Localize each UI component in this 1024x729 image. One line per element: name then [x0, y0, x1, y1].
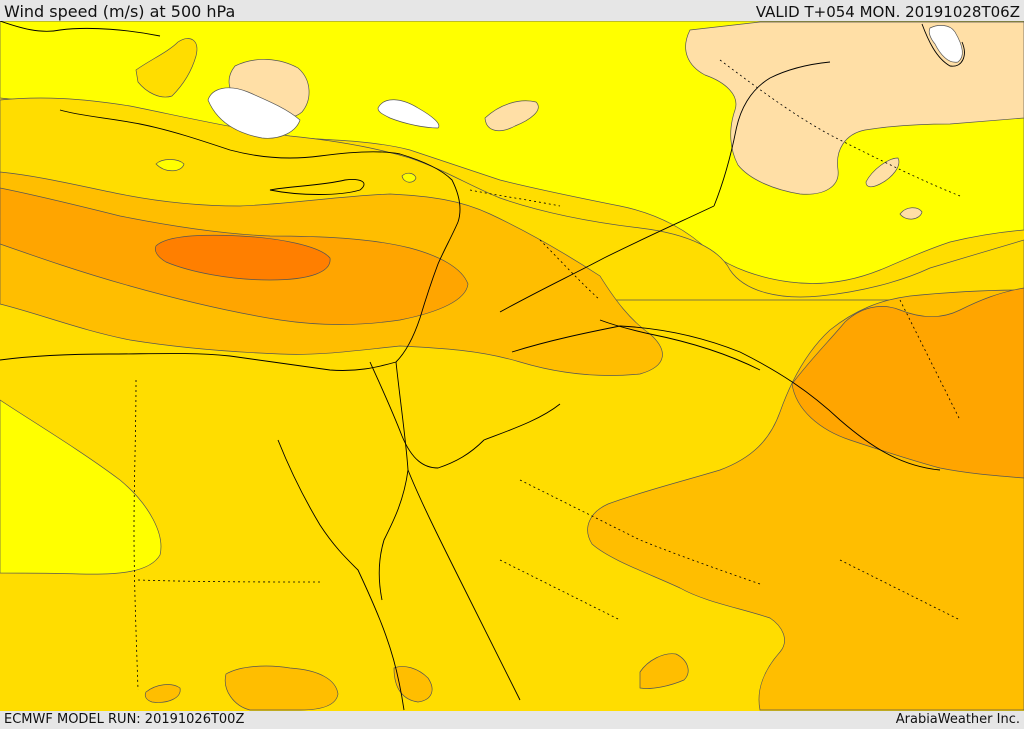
coast-cyprus — [269, 179, 365, 195]
coastlines — [0, 21, 965, 711]
coast-gulf — [599, 319, 761, 371]
footer-bar: ECMWF MODEL RUN: 20191026T00Z ArabiaWeat… — [0, 711, 1024, 729]
line-saudi-north — [511, 325, 941, 471]
field-gold-lobe-turkey — [135, 38, 198, 98]
field-amber-spot1 — [144, 684, 181, 703]
line-iraq-iran — [713, 61, 831, 207]
coast-egypt-north — [0, 353, 397, 371]
political-lines — [369, 61, 941, 471]
model-run: ECMWF MODEL RUN: 20191026T00Z — [4, 712, 245, 727]
line-jordan-iraq — [499, 205, 715, 313]
coast-blacksea — [0, 21, 161, 37]
coast-turkey-south — [59, 109, 461, 223]
header-bar: Wind speed (m/s) at 500 hPa VALID T+054 … — [0, 0, 1024, 21]
field-peach-spot3 — [899, 207, 923, 220]
field-peach-spot1 — [484, 100, 539, 132]
map-title: Wind speed (m/s) at 500 hPa — [4, 2, 236, 21]
field-white-caspian — [928, 25, 963, 63]
wind-speed-map[interactable] — [0, 21, 1024, 711]
border-egypt-libya — [133, 379, 139, 691]
credit: ArabiaWeather Inc. — [895, 712, 1020, 727]
field-white-spot — [377, 99, 440, 129]
field-peach-northeast — [685, 21, 1024, 195]
valid-time: VALID T+054 MON. 20191028T06Z — [755, 3, 1020, 21]
border-saudi — [519, 479, 761, 585]
coast-aqaba-redsea — [378, 361, 409, 601]
field-white-turkey — [207, 87, 301, 139]
field-yellow-southwest — [0, 399, 162, 575]
field-amber-spot4 — [639, 653, 689, 689]
field-yellow-lake2 — [401, 172, 417, 183]
border-iran-turkey — [719, 59, 961, 197]
border-egypt-sudan — [137, 579, 321, 583]
country-borders — [133, 59, 961, 691]
coast-redsea-east — [407, 469, 521, 701]
border-syria — [469, 189, 561, 207]
line-jordan-saudi — [369, 361, 561, 469]
field-deep-orange-core — [154, 234, 331, 281]
coast-sinai-suez — [277, 439, 405, 711]
field-orange-east — [791, 287, 1024, 479]
border-iraq-inner — [539, 239, 601, 301]
coast-levant — [395, 221, 459, 363]
coast-caspian — [921, 23, 965, 67]
field-amber-spot2 — [224, 665, 339, 711]
field-yellow-lake1 — [155, 159, 185, 172]
